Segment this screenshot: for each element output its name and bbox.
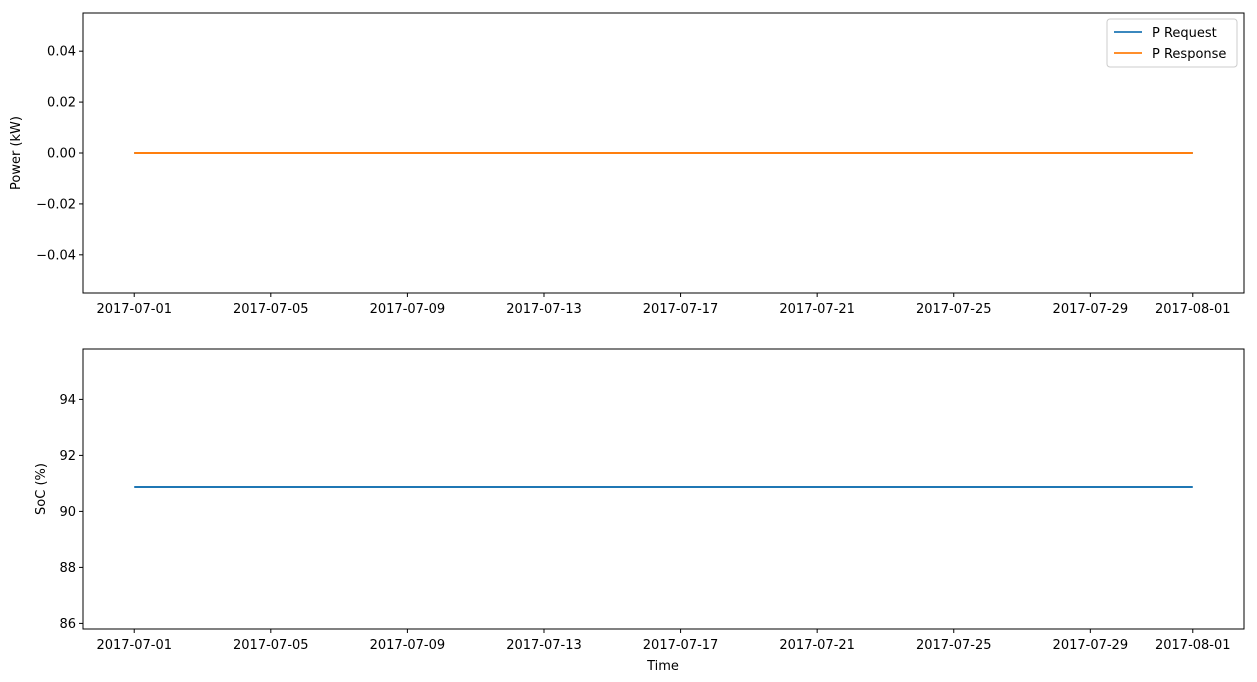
soc-x-tick-label: 2017-07-17 — [643, 638, 719, 653]
soc-x-tick-label: 2017-07-25 — [916, 638, 992, 653]
soc-y-tick-label: 88 — [59, 561, 76, 576]
soc-y-tick-label: 92 — [59, 449, 76, 464]
soc-x-tick-label: 2017-07-05 — [233, 638, 309, 653]
power-x-tick-label: 2017-07-25 — [916, 302, 992, 317]
legend-label-p-response: P Response — [1152, 47, 1226, 62]
power-y-tick-label: 0.02 — [47, 96, 76, 111]
power-x-ticks: 2017-07-01 2017-07-05 2017-07-09 2017-07-13… — [96, 293, 1231, 317]
soc-x-ticks: 2017-07-01 2017-07-05 2017-07-09 2017-07-13… — [96, 629, 1231, 653]
power-y-tick-label: −0.02 — [36, 197, 76, 212]
soc-y-tick-label: 94 — [59, 393, 76, 408]
soc-x-tick-label: 2017-07-01 — [96, 638, 172, 653]
power-x-tick-label: 2017-07-21 — [779, 302, 855, 317]
legend-label-p-request: P Request — [1152, 26, 1217, 41]
power-x-tick-label: 2017-07-05 — [233, 302, 309, 317]
soc-plot-frame — [82, 348, 1245, 630]
power-x-tick-label: 2017-07-09 — [370, 302, 446, 317]
soc-y-axis-label: SoC (%) — [34, 463, 49, 515]
power-chart: −0.04−0.020.000.020.04 2017-07-01 2017-07… — [9, 12, 1245, 317]
soc-y-ticks: 86 88 90 92 94 — [59, 393, 83, 632]
power-legend: P Request P Response — [1106, 18, 1238, 68]
power-y-tick-label: 0.00 — [47, 147, 76, 162]
soc-x-tick-label: 2017-07-21 — [779, 638, 855, 653]
power-x-tick-label: 2017-08-01 — [1155, 302, 1231, 317]
soc-x-tick-label: 2017-07-09 — [370, 638, 446, 653]
power-x-tick-label: 2017-07-29 — [1053, 302, 1129, 317]
power-y-tick-label: 0.04 — [47, 45, 76, 60]
power-x-tick-label: 2017-07-01 — [96, 302, 172, 317]
power-x-tick-label: 2017-07-13 — [506, 302, 582, 317]
legend-box — [1106, 18, 1238, 68]
soc-y-tick-label: 86 — [59, 617, 76, 632]
soc-x-tick-label: 2017-08-01 — [1155, 638, 1231, 653]
power-y-axis-label: Power (kW) — [9, 116, 24, 190]
soc-x-tick-label: 2017-07-13 — [506, 638, 582, 653]
power-y-ticks: −0.04 −0.02 0.00 0.02 0.04 — [36, 45, 83, 263]
power-y-tick-label: −0.04 — [36, 248, 76, 263]
power-x-tick-label: 2017-07-17 — [643, 302, 719, 317]
soc-x-tick-label: 2017-07-29 — [1053, 638, 1129, 653]
soc-y-tick-label: 90 — [59, 505, 76, 520]
soc-x-axis-label: Time — [646, 659, 679, 674]
